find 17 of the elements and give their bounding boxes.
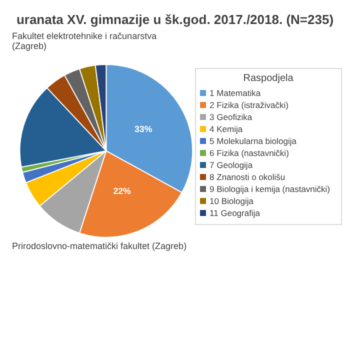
legend-label: 2 Fizika (istraživački) [210, 100, 288, 110]
data-label: 33% [134, 124, 152, 134]
legend-label: 11 Geografija [210, 208, 260, 218]
text: Fakultet elektrotehnike i računarstva (Zagreb) [12, 31, 158, 51]
legend-label: 9 Biologija i kemija (nastavnički) [210, 184, 330, 194]
legend-label: 4 Kemija [210, 124, 243, 134]
data-label: 22% [113, 186, 132, 196]
legend-label: 8 Znanosti o okolišu [210, 172, 286, 182]
text: Prirodoslovno-matematički fakultet (Zagreb) [12, 241, 188, 251]
legend-label: 1 Matematika [210, 88, 261, 98]
legend-label: 7 Geologija [210, 160, 253, 170]
legend-label: 10 Biologija [210, 196, 254, 206]
legend-label: 6 Fizika (nastavnički) [210, 148, 289, 158]
chart-title: uranata XV. gimnazije u šk.god. 2017./2018. (N=235) [15, 11, 335, 29]
legend-label: 3 Geofizika [210, 112, 252, 122]
legend-title: Raspodjela [242, 72, 294, 84]
legend-label: 5 Molekularna biologija [210, 136, 296, 146]
